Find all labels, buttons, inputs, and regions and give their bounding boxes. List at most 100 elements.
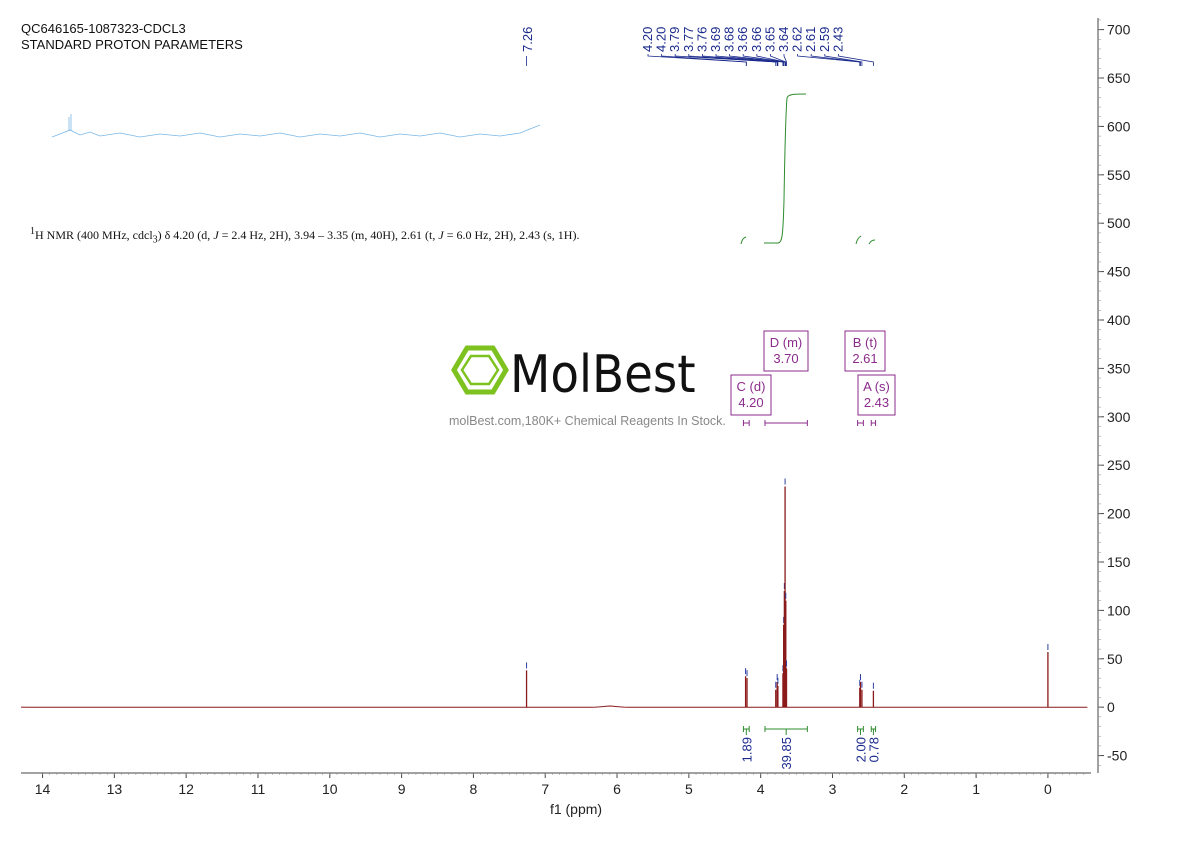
y-tick-label: 700 [1107, 22, 1131, 38]
molbest-logo: MolBest molBest.com,180K+ Chemical Reage… [449, 345, 726, 428]
x-tick-label: 0 [1044, 781, 1052, 797]
integral-curve [868, 239, 876, 245]
y-tick-label: 450 [1107, 264, 1131, 280]
nmr-description: 1H NMR (400 MHz, cdcl3) δ 4.20 (d, J = 2… [30, 224, 630, 248]
integral-curve [855, 235, 862, 245]
baseline-artifact [51, 114, 541, 138]
peak-label-leader [838, 54, 874, 66]
peak-label: 3.68 [722, 27, 737, 52]
peak-label: 2.43 [830, 27, 845, 52]
peak-label: 3.64 [776, 27, 791, 52]
x-tick-label: 4 [757, 781, 765, 797]
multiplet-label: B (t) [853, 335, 878, 350]
multiplet-label: C (d) [737, 379, 766, 394]
spectrum-baseline [20, 705, 1088, 708]
peak-label-leader [661, 54, 747, 66]
peak-label: 3.66 [735, 27, 750, 52]
x-tick-label: 13 [107, 781, 123, 797]
peak-label-leader [688, 54, 778, 66]
peak-label: 2.61 [803, 27, 818, 52]
x-tick-label: 11 [251, 781, 266, 797]
y-tick-label: 250 [1107, 457, 1131, 473]
multiplet-value: 3.70 [773, 351, 798, 366]
peak-label-leader [824, 54, 863, 66]
peak-label: 3.79 [667, 27, 682, 52]
nmr-j2: J [438, 228, 444, 242]
y-tick-label: 400 [1107, 312, 1131, 328]
nmr-solvent-sub: 3 [152, 234, 158, 246]
integral-curve [764, 93, 807, 244]
peak-label-leader [674, 54, 777, 66]
integral-curve [740, 236, 747, 245]
x-tick-label: 14 [35, 781, 51, 797]
x-tick-label: 7 [541, 781, 549, 797]
nmr-text-3: = 2.4 Hz, 2H), 3.94 – 3.35 (m, 40H), 2.6… [218, 228, 439, 242]
multiplet-value: 2.43 [864, 395, 889, 410]
logo-tagline: molBest.com,180K+ Chemical Reagents In S… [449, 414, 726, 428]
integral-value: 2.00 [853, 737, 868, 762]
multiplet-box [844, 330, 886, 372]
sample-id: QC646165-1087323-CDCL3 [21, 21, 186, 36]
peak-label-leader [702, 54, 779, 66]
x-tick-label: 12 [178, 781, 194, 797]
x-tick-label: 10 [322, 781, 338, 797]
benzene-ring-icon [460, 354, 500, 386]
peak-label-leader [729, 54, 785, 66]
multiplet-box [857, 374, 896, 416]
nmr-nucleus: 1 [30, 226, 35, 237]
multiplet-box [730, 374, 772, 416]
y-tick-label: 200 [1107, 506, 1131, 522]
y-tick-label: 600 [1107, 118, 1131, 134]
logo-brand: MolBest [510, 345, 696, 405]
peak-label: 2.62 [790, 27, 805, 52]
peak-label: 4.20 [654, 27, 669, 52]
peak-label: 3.77 [681, 27, 696, 52]
integral-value: 1.89 [739, 737, 754, 762]
peak-label: 7.26 [520, 27, 535, 52]
multiplet-label: D (m) [770, 335, 803, 350]
peak-label: 3.66 [749, 27, 764, 52]
peak-label-leader [756, 54, 786, 66]
multiplet-value: 2.61 [852, 351, 877, 366]
integral-value: 0.78 [866, 737, 881, 762]
y-tick-label: 0 [1107, 699, 1115, 715]
peak-label-leader [715, 54, 784, 66]
y-tick-label: 650 [1107, 70, 1131, 86]
peak-label: 3.65 [762, 27, 777, 52]
nmr-j1: J [213, 228, 219, 242]
y-tick-label: 100 [1107, 602, 1131, 618]
peak-label-leader [770, 54, 787, 66]
y-tick-label: -50 [1107, 748, 1127, 764]
x-tick-label: 9 [398, 781, 406, 797]
y-tick-label: 150 [1107, 554, 1131, 570]
y-tick-label: 500 [1107, 215, 1131, 231]
x-axis-title: f1 (ppm) [550, 801, 602, 817]
x-tick-label: 3 [829, 781, 837, 797]
peak-label: 2.59 [817, 27, 832, 52]
y-tick-label: 350 [1107, 360, 1131, 376]
peak-label-leader [810, 54, 861, 66]
x-tick-label: 2 [900, 781, 908, 797]
multiplet-value: 4.20 [738, 395, 763, 410]
integral-value: 39.85 [779, 737, 794, 770]
x-tick-label: 1 [972, 781, 980, 797]
x-tick-label: 6 [613, 781, 621, 797]
nmr-text-1: H NMR (400 MHz, cdcl [35, 228, 153, 242]
peak-label-leader [797, 54, 861, 66]
y-tick-label: 300 [1107, 409, 1131, 425]
x-tick-label: 8 [470, 781, 478, 797]
y-tick-label: 550 [1107, 167, 1131, 183]
nmr-text-2: ) δ 4.20 (d, [157, 228, 214, 242]
nmr-text-4: = 6.0 Hz, 2H), 2.43 (s, 1H). [443, 228, 580, 242]
peak-label: 3.69 [708, 27, 723, 52]
experiment-name: STANDARD PROTON PARAMETERS [21, 37, 243, 52]
peak-label: 4.20 [640, 27, 655, 52]
peak-label: 3.76 [694, 27, 709, 52]
y-tick-label: 50 [1107, 651, 1123, 667]
multiplet-box [763, 330, 809, 372]
peak-label-leader [783, 54, 787, 66]
multiplet-label: A (s) [863, 379, 890, 394]
benzene-logo-icon [451, 345, 509, 395]
x-tick-label: 5 [685, 781, 693, 797]
